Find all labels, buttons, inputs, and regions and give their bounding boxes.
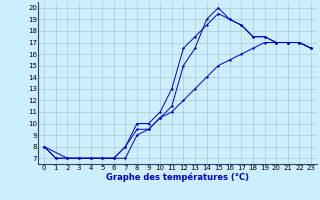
- X-axis label: Graphe des températures (°C): Graphe des températures (°C): [106, 173, 249, 182]
